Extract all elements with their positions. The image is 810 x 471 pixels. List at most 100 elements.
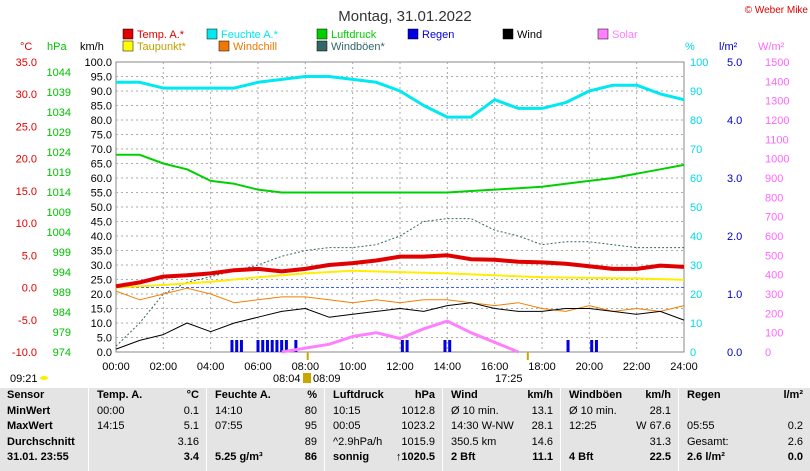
sun-icon — [40, 376, 48, 380]
legend-label-5: Solar — [612, 29, 638, 41]
tick-time: 14:00 — [434, 361, 462, 373]
tick-temp: 35.0 — [16, 57, 37, 69]
axis-unit-temp: °C — [20, 41, 32, 53]
stats-cell-right: 1012.8 — [401, 404, 435, 417]
tick-solar: 1300 — [765, 96, 789, 108]
tick-hpa: 989 — [53, 287, 71, 299]
stats-cell-left: Wind — [451, 389, 478, 401]
stats-cell-left: sonnig — [333, 451, 370, 463]
stats-row: Durchschnitt — [0, 435, 88, 451]
tick-time: 06:00 — [244, 361, 272, 373]
tick-temp: 30.0 — [16, 89, 37, 101]
stats-row: Ø 10 min. 13.1 — [443, 404, 561, 420]
tick-temp: -10.0 — [12, 347, 37, 359]
stats-label: Sensor — [7, 389, 45, 401]
tick-hpa: 1024 — [47, 147, 71, 159]
stats-row: 31.3 — [561, 435, 679, 451]
tick-kmh: 80.0 — [91, 115, 112, 127]
stats-row: 3.16 — [89, 435, 207, 451]
stats-cell-left: Regen — [687, 389, 721, 401]
stats-row: MinWert — [0, 404, 88, 420]
stats-cell-left: Luftdruck — [333, 389, 384, 401]
tick-solar: 1000 — [765, 154, 789, 166]
legend-swatch — [206, 28, 218, 40]
legend-label-2: Luftdruck — [331, 29, 377, 41]
legend-label-8: Windböen* — [331, 41, 386, 53]
stats-row: Feuchte A.% — [207, 388, 325, 404]
tick-kmh: 40.0 — [91, 231, 112, 243]
legend-label-6: Taupunkt* — [137, 41, 187, 53]
stats-column-3: Luftdruck hPa 10:15 1012.8 00:05 1023.2 ^2.9hP… — [324, 388, 443, 471]
stats-row: ^2.9hPa/h 1015.9 — [325, 435, 443, 451]
stats-label: Durchschnitt — [7, 435, 75, 448]
tick-solar: 700 — [765, 212, 783, 224]
stats-row: 31.01. 23:55 — [0, 450, 88, 466]
tick-solar: 100 — [765, 328, 783, 340]
tick-kmh: 5.0 — [97, 333, 112, 345]
legend-swatch — [407, 28, 419, 40]
stats-cell-left: Temp. A. — [97, 389, 143, 401]
tick-hpa: 1039 — [47, 87, 71, 99]
legend: Temp. A.* Feuchte A.* Luftdruck Regen Wind So… — [122, 28, 638, 53]
stats-cell-left: Ø 10 min. — [569, 404, 617, 417]
tick-time: 20:00 — [576, 361, 604, 373]
stats-row: 05:55 0.2 — [679, 419, 810, 435]
tick-solar: 200 — [765, 308, 783, 320]
stats-cell-right: 31.3 — [649, 435, 671, 448]
tick-labels: 35.0 30.0 25.0 20.0 15.0 10.0 5.0 0.0 -5.0 -10.0 1… — [12, 57, 790, 373]
tick-pct: 70 — [690, 144, 702, 156]
legend-swatch — [502, 28, 514, 40]
tick-hpa: 1009 — [47, 207, 71, 219]
tick-solar: 800 — [765, 192, 783, 204]
stats-row: Ø 10 min. 28.1 — [561, 404, 679, 420]
stats-row: 2.6 l/m² 0.0 — [679, 450, 810, 466]
tick-solar: 1400 — [765, 76, 789, 88]
tick-solar: 300 — [765, 289, 783, 301]
credit-label: © Weber Mike — [745, 5, 809, 16]
stats-row: 3.4 — [89, 450, 207, 466]
stats-row: 350.5 km 14.6 — [443, 435, 561, 451]
tick-solar: 1100 — [765, 134, 789, 146]
stats-cell-right: ↑1020.5 — [395, 451, 435, 463]
rain-bar — [594, 340, 598, 352]
tick-solar: 1500 — [765, 57, 789, 69]
rain-bar — [294, 340, 298, 352]
tick-hpa: 999 — [53, 247, 71, 259]
stats-row: 10:15 1012.8 — [325, 404, 443, 420]
stats-row: 14:10 80 — [207, 404, 325, 420]
tick-hpa: 1044 — [47, 67, 71, 79]
tick-time: 18:00 — [528, 361, 556, 373]
tick-kmh: 30.0 — [91, 260, 112, 272]
stats-column-1: Temp. A. °C 00:00 0.1 14:15 5.1 3.16 3.4 — [88, 388, 207, 471]
tick-time: 12:00 — [386, 361, 414, 373]
stats-row: 89 — [207, 435, 325, 451]
stats-label: MaxWert — [7, 420, 53, 432]
tick-pct: 90 — [690, 86, 702, 98]
series-line-tempa — [115, 253, 685, 289]
sunrise-icon — [303, 373, 311, 383]
stats-row: MaxWert — [0, 419, 88, 435]
tick-time: 04:00 — [197, 361, 225, 373]
tick-hpa: 974 — [53, 347, 71, 359]
series-line-luftdruck — [116, 153, 685, 194]
tick-pct: 10 — [690, 318, 702, 330]
stats-row: 2 Bft 11.1 — [443, 450, 561, 466]
stats-row: 00:05 1023.2 — [325, 419, 443, 435]
stats-cell-left: ^2.9hPa/h — [333, 435, 383, 448]
tick-time: 08:00 — [292, 361, 320, 373]
tick-temp: -5.0 — [18, 315, 37, 327]
stats-cell-left: 00:05 — [333, 420, 361, 432]
sunset-time: 17:25 — [495, 373, 523, 385]
rain-bar — [590, 340, 594, 352]
tick-temp: 5.0 — [22, 250, 37, 262]
legend-label-7: Windchill — [233, 41, 277, 53]
tick-rain: 4.0 — [727, 115, 742, 127]
tick-rain: 3.0 — [727, 173, 742, 185]
stats-cell-left: 12:25 — [569, 420, 597, 432]
tick-time: 24:00 — [670, 361, 698, 373]
dawn-time: 09:21 — [10, 373, 38, 385]
tick-pct: 60 — [690, 173, 702, 185]
legend-label-3: Regen — [422, 29, 454, 41]
tick-pct: 100 — [690, 57, 708, 69]
stats-row: sonnig ↑1020.5 — [325, 450, 443, 466]
